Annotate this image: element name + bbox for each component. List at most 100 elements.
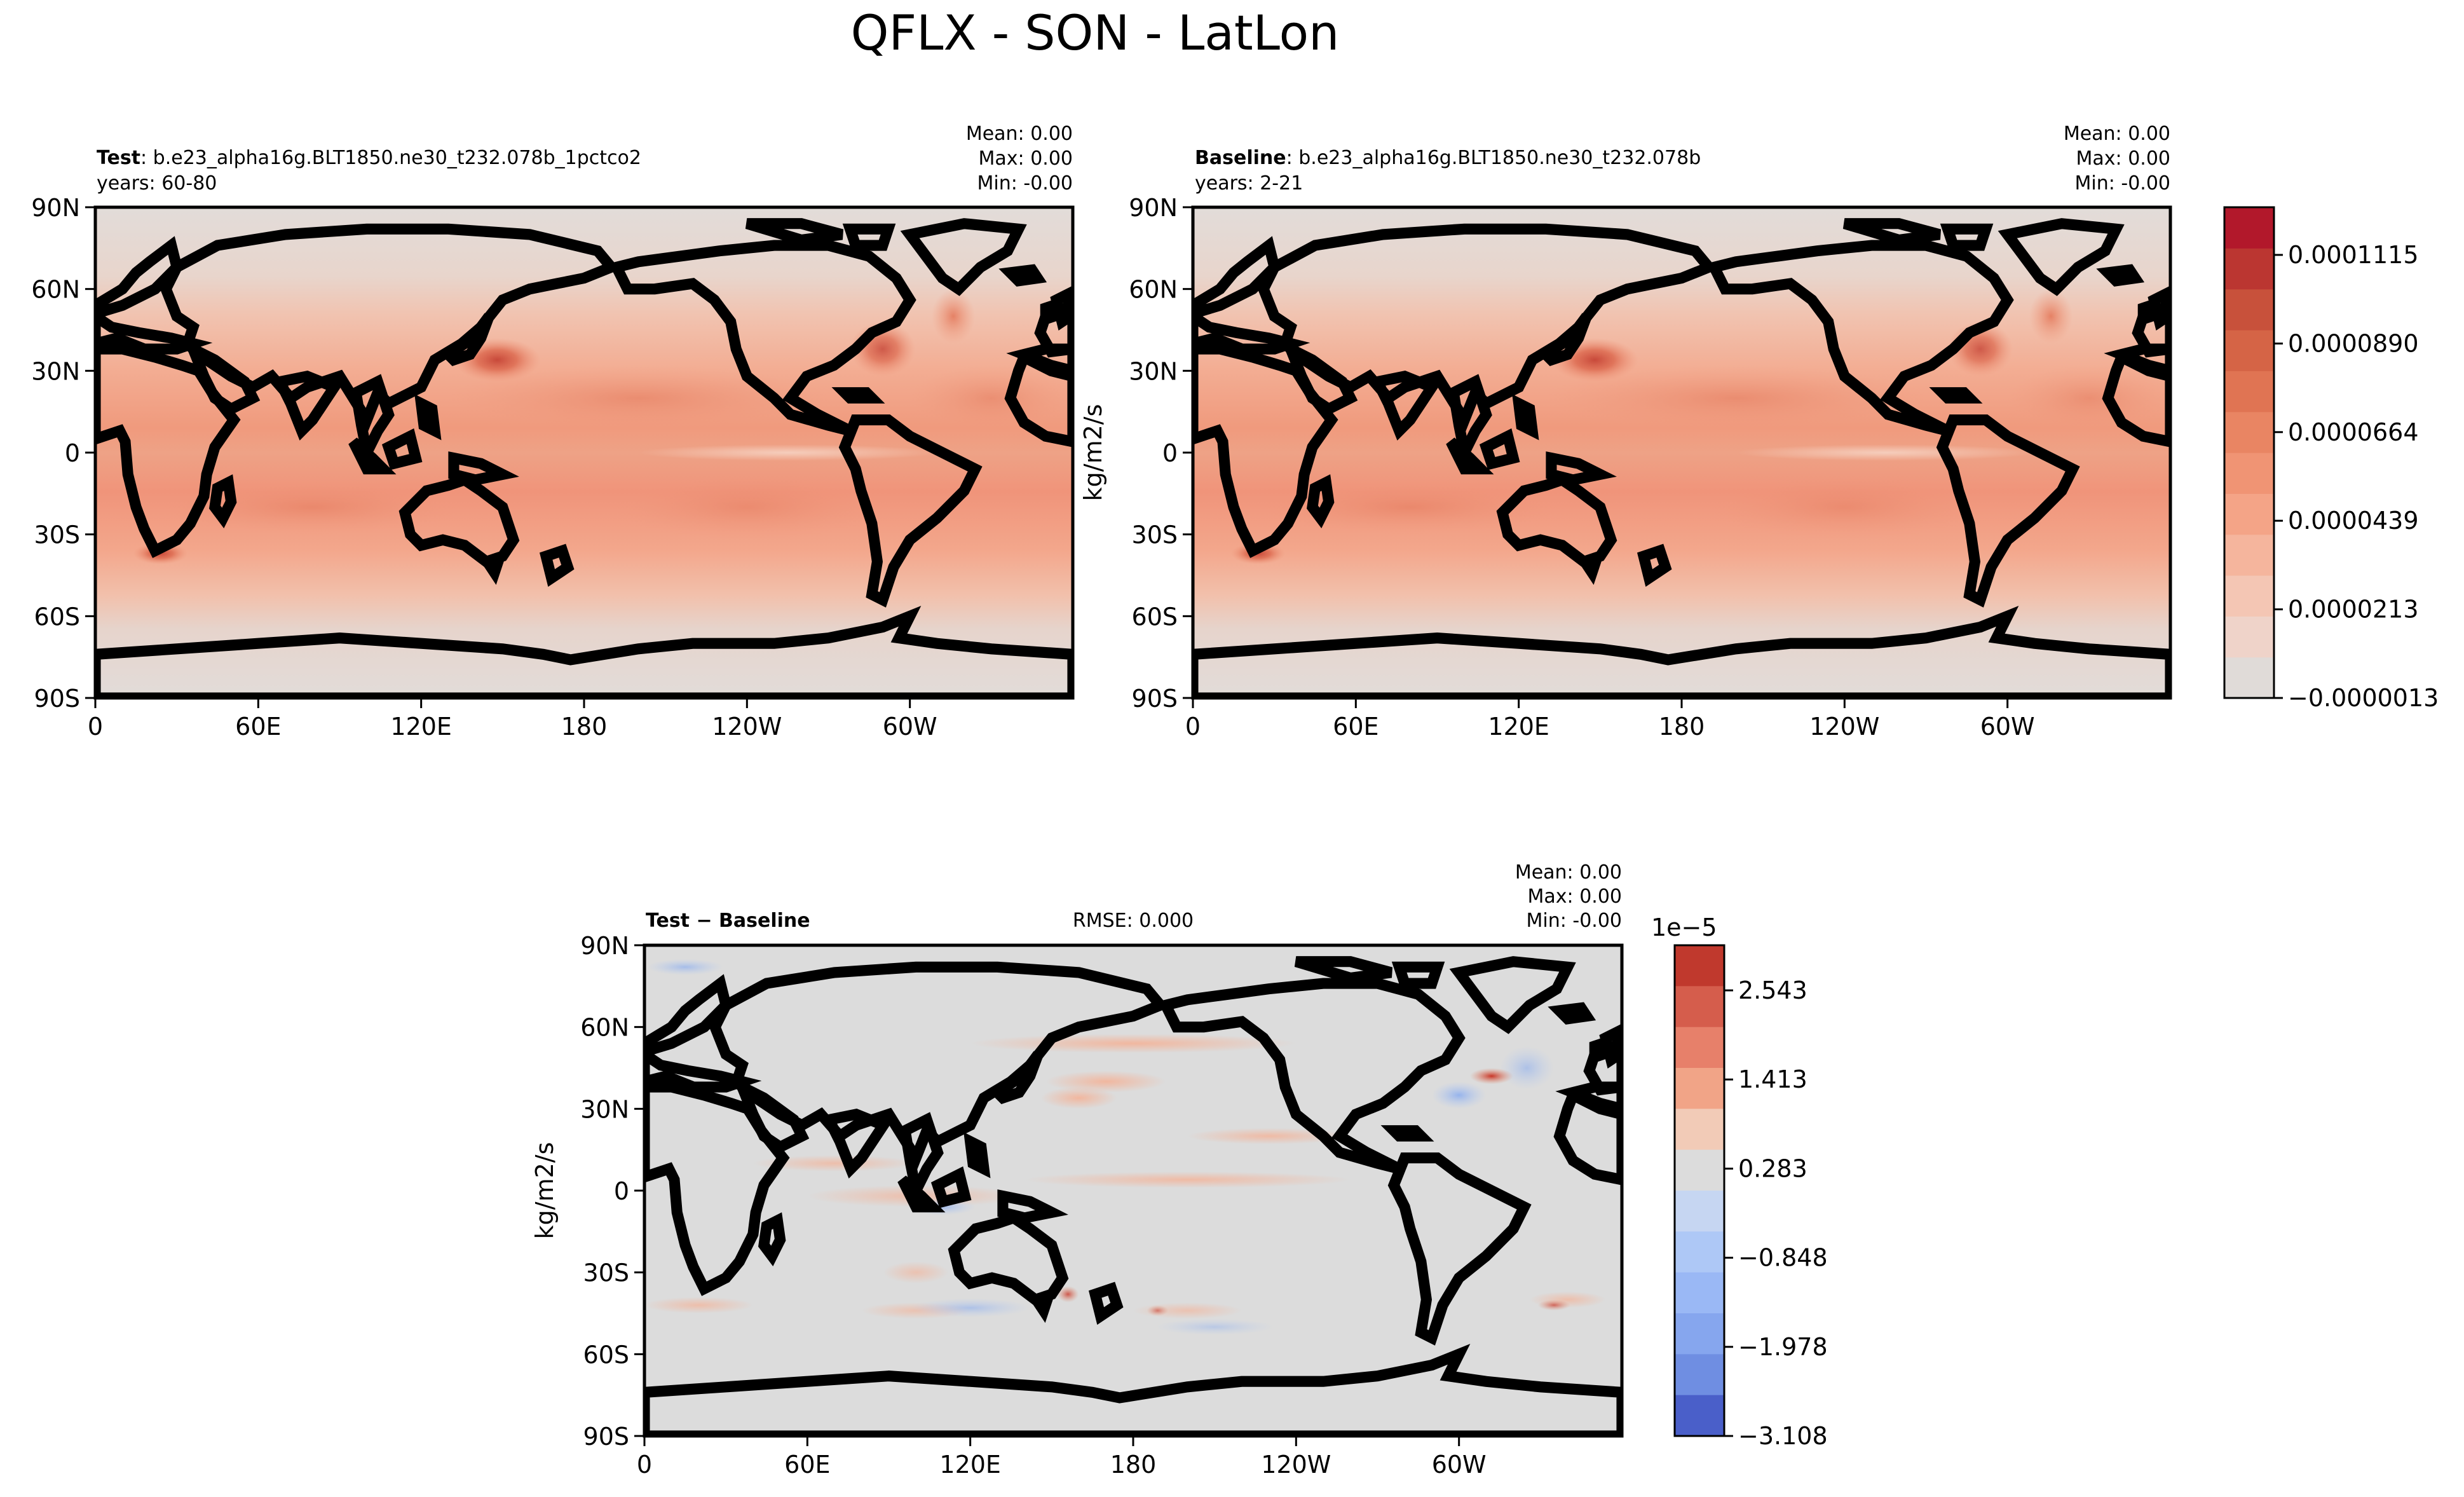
- baseline-ylabel: kg/m2/s: [1079, 404, 1107, 502]
- y-tick-label: 0: [614, 1177, 629, 1205]
- colorbar-tick-label: 0.0000664: [2288, 418, 2419, 446]
- colorbar-tick-label: 2.543: [1738, 976, 1807, 1004]
- colorbar-tick-label: 0.0000439: [2288, 507, 2419, 535]
- difference-label: Test − Baseline: [646, 910, 810, 932]
- x-tick-label: 180: [1110, 1451, 1157, 1479]
- y-tick-label: 90S: [583, 1423, 629, 1451]
- baseline-label-text: : b.e23_alpha16g.BLT1850.ne30_t232.078b: [1286, 147, 1701, 169]
- y-tick-label: 30N: [1129, 357, 1178, 385]
- colorbar-level: [1675, 986, 1724, 1028]
- x-tick-label: 60W: [1980, 713, 2035, 741]
- svg-text:Test: b.e23_alpha16g.BLT1850.n: Test: b.e23_alpha16g.BLT1850.ne30_t232.0…: [97, 147, 641, 169]
- colorbar-level: [2224, 411, 2274, 453]
- difference-ylabel: kg/m2/s: [531, 1142, 559, 1240]
- colorbar-level: [2224, 616, 2274, 658]
- difference-field: [644, 945, 1622, 1436]
- svg-text:Baseline: b.e23_alpha16g.BLT18: Baseline: b.e23_alpha16g.BLT1850.ne30_t2…: [1195, 147, 1701, 169]
- difference-axis-ticks: 0 60E 120E 180 120W 60W 90N 60N 30N 0 30S 60S 90S: [580, 932, 1486, 1479]
- y-tick-label: 90S: [1132, 685, 1178, 713]
- y-tick-label: 60N: [31, 276, 80, 304]
- colorbar-level: [1675, 1395, 1724, 1437]
- colorbar-tick-label: 0.283: [1738, 1154, 1807, 1182]
- colorbar-level: [2224, 493, 2274, 535]
- y-tick-label: 30N: [580, 1095, 629, 1123]
- difference-min: Min: -0.00: [1527, 910, 1623, 932]
- y-tick-label: 0: [1162, 439, 1178, 467]
- colorbar-tick-label: 0.0000890: [2288, 329, 2419, 357]
- colorbar-level: [1675, 1231, 1724, 1273]
- colorbar-level: [2224, 575, 2274, 617]
- x-tick-label: 0: [1185, 713, 1201, 741]
- test-field: [95, 207, 1073, 698]
- colorbar-level: [2224, 453, 2274, 494]
- difference-max: Max: 0.00: [1528, 885, 1622, 908]
- colorbar-tick-label: −1.978: [1738, 1333, 1828, 1361]
- panel-baseline: Baseline: b.e23_alpha16g.BLT1850.ne30_t2…: [1079, 123, 2439, 741]
- baseline-min: Min: -0.00: [2075, 172, 2171, 195]
- colorbar-frame: [1673, 944, 1725, 1437]
- colorbar-tick-label: −0.0000013: [2288, 684, 2439, 712]
- y-tick-label: 0: [65, 439, 80, 467]
- y-tick-label: 60S: [34, 603, 80, 631]
- x-tick-label: 60E: [1333, 713, 1378, 741]
- baseline-axis-ticks: 0 60E 120E 180 120W 60W 90N 60N 30N 0 30S 60S 90S: [1129, 194, 2034, 741]
- x-tick-label: 120E: [1488, 713, 1549, 741]
- x-tick-label: 120E: [390, 713, 452, 741]
- baseline-years: years: 2-21: [1195, 172, 1303, 195]
- y-tick-label: 90S: [34, 685, 80, 713]
- colorbar-tick-label: −3.108: [1738, 1422, 1828, 1450]
- x-tick-label: 120W: [1261, 1451, 1331, 1479]
- colorbar-level: [2224, 248, 2274, 290]
- colorbar-level: [1675, 1109, 1724, 1151]
- x-tick-label: 0: [88, 713, 103, 741]
- test-years: years: 60-80: [97, 172, 217, 195]
- baseline-mean: Mean: 0.00: [2064, 123, 2170, 145]
- test-label-bold: Test: [97, 147, 140, 169]
- x-tick-label: 60W: [883, 713, 937, 741]
- colorbar-tick-label: −0.848: [1738, 1244, 1828, 1272]
- colorbar-level: [1675, 1068, 1724, 1109]
- test-mean: Mean: 0.00: [966, 123, 1073, 145]
- y-tick-label: 30N: [31, 357, 80, 385]
- colorbar-level: [1675, 945, 1724, 987]
- baseline-colorbar: 0.0001115 0.0000890 0.0000664 0.0000439 0.00…: [2223, 206, 2439, 712]
- test-max: Max: 0.00: [979, 147, 1073, 170]
- x-tick-label: 120W: [1809, 713, 1879, 741]
- colorbar-level: [1675, 1354, 1724, 1396]
- difference-mean: Mean: 0.00: [1515, 861, 1622, 884]
- colorbar-level: [2224, 330, 2274, 371]
- y-tick-label: 30S: [1132, 521, 1178, 549]
- x-tick-label: 60E: [784, 1451, 830, 1479]
- figure-title: QFLX - SON - LatLon: [851, 4, 1340, 61]
- x-tick-label: 0: [637, 1451, 652, 1479]
- colorbar-tick-label: 1.413: [1738, 1065, 1807, 1093]
- baseline-max: Max: 0.00: [2076, 147, 2170, 170]
- colorbar-level: [1675, 1313, 1724, 1355]
- x-tick-label: 120W: [712, 713, 782, 741]
- y-tick-label: 90N: [580, 932, 629, 960]
- colorbar-level: [2224, 534, 2274, 576]
- difference-colorbar-exponent: 1e−5: [1651, 913, 1717, 941]
- test-min: Min: -0.00: [977, 172, 1073, 195]
- colorbar-level: [1675, 1191, 1724, 1232]
- x-tick-label: 120E: [939, 1451, 1001, 1479]
- baseline-field: [1193, 207, 2170, 698]
- colorbar-frame: [2223, 206, 2275, 699]
- y-tick-label: 90N: [31, 194, 80, 222]
- colorbar-level: [2224, 289, 2274, 331]
- difference-colorbar: 2.543 1.413 0.283 −0.848 −1.978 −3.108: [1673, 944, 1828, 1450]
- panel-test: Test: b.e23_alpha16g.BLT1850.ne30_t232.0…: [31, 123, 1075, 741]
- x-tick-label: 60E: [235, 713, 281, 741]
- difference-rmse: RMSE: 0.000: [1073, 910, 1194, 932]
- colorbar-level: [1675, 1149, 1724, 1191]
- x-tick-label: 180: [561, 713, 608, 741]
- colorbar-level: [1675, 1027, 1724, 1069]
- colorbar-level: [1675, 1272, 1724, 1314]
- colorbar-tick-label: 0.0000213: [2288, 596, 2419, 624]
- y-tick-label: 90N: [1129, 194, 1178, 222]
- test-axis-ticks: 0 60E 120E 180 120W 60W 90N 60N 30N 0 30S 60S 90S: [31, 194, 937, 741]
- y-tick-label: 30S: [583, 1259, 629, 1287]
- x-tick-label: 60W: [1432, 1451, 1487, 1479]
- test-label-text: : b.e23_alpha16g.BLT1850.ne30_t232.078b_…: [140, 147, 641, 169]
